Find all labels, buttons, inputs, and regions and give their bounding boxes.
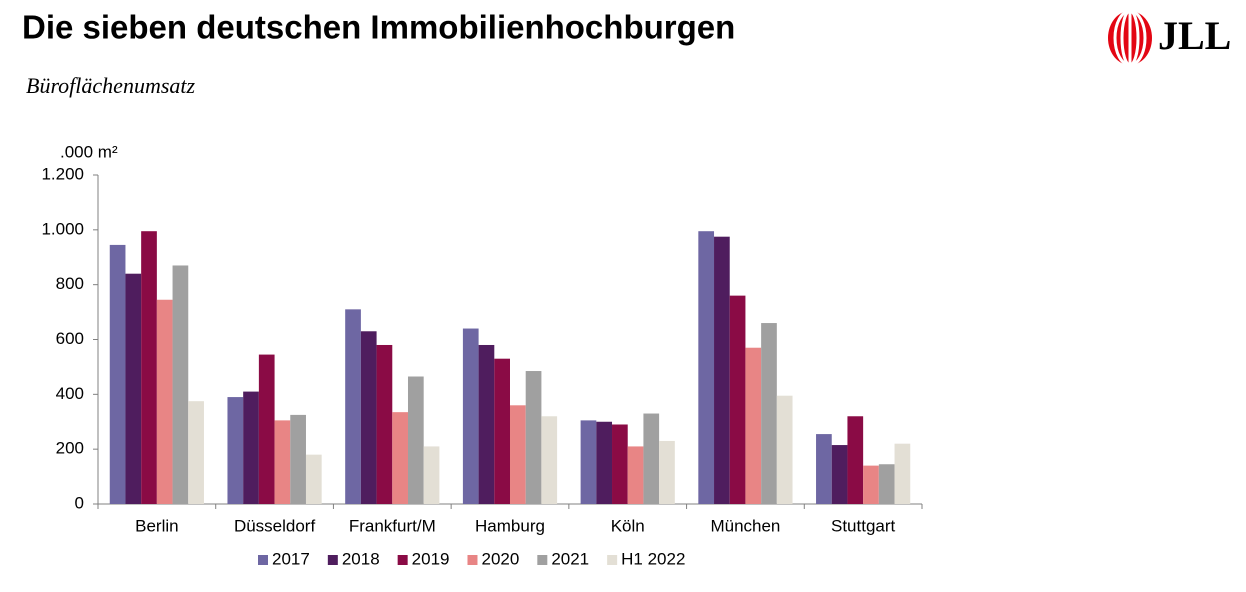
bar	[894, 443, 911, 504]
legend-swatch	[327, 555, 338, 565]
bar	[290, 414, 306, 504]
legend-label: 2021	[551, 549, 589, 568]
x-tick-label: Stuttgart	[831, 516, 896, 535]
y-axis-label: .000 m²	[60, 142, 118, 161]
y-tick-label: 0	[75, 493, 84, 512]
y-tick-label: 800	[56, 274, 84, 293]
x-tick-label: München	[710, 516, 780, 535]
bar	[258, 354, 275, 504]
chart-title: Die sieben deutschen Immobilienhochburge…	[22, 9, 735, 46]
bar	[141, 231, 157, 504]
y-tick-label: 1.000	[41, 219, 84, 238]
bar	[643, 413, 660, 504]
y-tick-label: 400	[56, 384, 84, 403]
bar	[729, 295, 746, 504]
chart-subtitle: Büroflächenumsatz	[26, 73, 195, 98]
bar	[510, 405, 526, 504]
bar	[478, 344, 495, 504]
x-tick-label: Düsseldorf	[234, 516, 316, 535]
legend-label: 2020	[481, 549, 519, 568]
bar	[698, 231, 715, 504]
bar	[376, 344, 393, 504]
bar	[407, 376, 424, 504]
x-tick-label: Berlin	[135, 516, 178, 535]
legend-swatch	[258, 555, 268, 565]
bar	[776, 395, 793, 504]
legend-swatch	[467, 555, 478, 565]
bar	[541, 416, 558, 504]
bar	[761, 323, 777, 504]
legend-label: 2017	[272, 549, 310, 568]
bar	[612, 424, 628, 504]
legend-swatch	[537, 555, 548, 565]
bar	[494, 358, 510, 504]
bar	[156, 299, 173, 504]
bar	[596, 421, 613, 504]
legend-label: H1 2022	[621, 549, 685, 568]
bar	[305, 454, 322, 504]
y-tick-label: 1.200	[41, 164, 84, 183]
legend-label: 2018	[342, 549, 380, 568]
legend-swatch	[397, 555, 408, 565]
bar	[831, 445, 848, 504]
bar	[172, 265, 189, 504]
bar	[274, 420, 291, 504]
bar	[345, 309, 361, 504]
bar	[109, 244, 126, 504]
bar	[714, 236, 730, 504]
bar	[878, 464, 895, 504]
bar	[580, 420, 597, 504]
bar	[847, 416, 864, 504]
bar	[227, 397, 244, 504]
bar	[462, 328, 479, 504]
bar	[627, 446, 644, 504]
bar	[125, 273, 142, 504]
bar	[745, 347, 762, 504]
logo-text: JLL	[1158, 13, 1231, 58]
bar	[423, 446, 440, 504]
y-tick-label: 200	[56, 439, 84, 458]
x-tick-label: Frankfurt/M	[349, 516, 436, 535]
bar	[243, 391, 259, 504]
bar	[863, 465, 879, 504]
legend-label: 2019	[412, 549, 450, 568]
bar	[392, 412, 408, 504]
legend-swatch	[607, 555, 618, 565]
bar	[816, 434, 832, 504]
bar	[360, 331, 377, 504]
x-tick-label: Köln	[611, 516, 645, 535]
x-tick-label: Hamburg	[475, 516, 545, 535]
bar	[659, 440, 675, 504]
bar	[525, 371, 542, 504]
bar	[188, 401, 204, 504]
logo: JLL	[1108, 9, 1231, 67]
y-tick-label: 600	[56, 329, 84, 348]
